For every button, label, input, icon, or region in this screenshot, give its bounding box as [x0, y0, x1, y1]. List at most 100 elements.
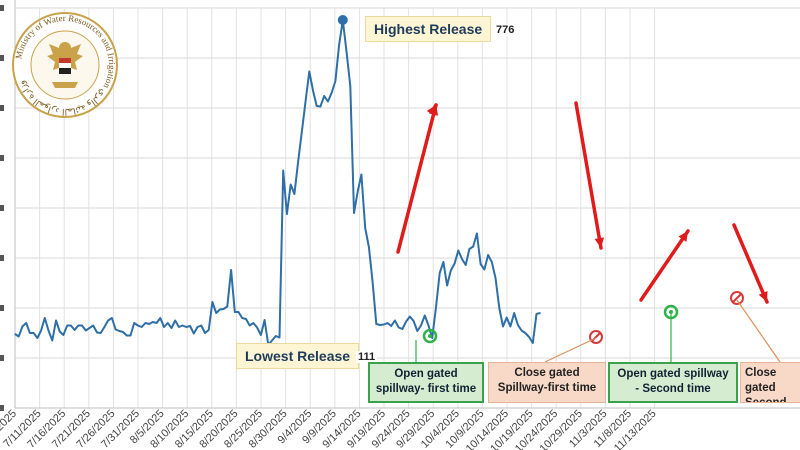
trend-arrow-icon	[732, 223, 769, 304]
data-point	[256, 326, 258, 329]
y-tick-mark	[0, 405, 4, 411]
data-point	[509, 325, 511, 328]
data-point	[487, 254, 489, 256]
data-point	[148, 323, 150, 325]
data-point	[44, 317, 46, 319]
data-point	[442, 261, 444, 263]
data-point	[513, 312, 515, 314]
y-tick-mark	[0, 205, 4, 211]
data-point	[517, 324, 519, 326]
data-point	[70, 324, 72, 327]
data-point	[312, 89, 314, 92]
data-point	[18, 335, 20, 338]
data-point	[498, 307, 500, 309]
y-tick-mark	[0, 255, 4, 261]
release-line	[14, 19, 541, 346]
data-point	[535, 313, 538, 315]
y-tick-marks	[0, 5, 4, 411]
trend-arrow-icon	[396, 103, 439, 254]
data-point	[405, 320, 407, 323]
data-point	[200, 324, 202, 327]
data-point	[137, 324, 139, 327]
data-point	[319, 105, 321, 108]
data-point	[156, 322, 158, 324]
data-point	[338, 44, 340, 46]
data-point	[424, 314, 426, 317]
data-point	[133, 322, 135, 324]
data-point	[435, 307, 437, 309]
data-point	[439, 272, 441, 274]
data-point	[394, 319, 396, 322]
data-point	[33, 332, 35, 334]
close-spillway-first-label: Close gated Spillway-first time	[488, 362, 606, 403]
annotation-layer	[263, 15, 781, 363]
data-point	[345, 50, 348, 53]
data-point	[55, 319, 57, 322]
callout-connector	[544, 337, 597, 363]
data-point	[14, 333, 16, 335]
y-tick-mark	[0, 355, 4, 361]
data-point	[532, 342, 534, 344]
data-point	[36, 337, 39, 339]
data-point	[372, 281, 374, 283]
data-point	[144, 322, 146, 324]
y-tick-mark	[0, 155, 4, 161]
trend-arrow-icon	[426, 103, 438, 116]
data-point	[85, 329, 87, 332]
data-point	[301, 131, 303, 133]
data-point	[245, 318, 247, 320]
data-point	[219, 308, 221, 311]
x-tick-labels: 7/6/20257/11/20257/16/20257/21/20257/26/…	[0, 408, 659, 450]
data-point	[491, 261, 493, 263]
data-point	[74, 329, 76, 331]
data-point	[234, 311, 236, 313]
data-point	[185, 326, 187, 328]
data-point	[454, 262, 456, 265]
data-point	[297, 161, 299, 163]
close-spillway-marker-icon	[730, 291, 744, 305]
data-point	[178, 326, 180, 328]
highest-release-value: 776	[494, 24, 517, 36]
data-point	[59, 330, 61, 333]
data-point	[323, 95, 325, 97]
eagle-emblem-icon	[47, 42, 83, 88]
close-spillway-second-label: Close gated Second	[740, 362, 800, 403]
data-point	[386, 322, 389, 324]
data-point	[506, 316, 508, 319]
data-point	[427, 324, 430, 327]
trend-arrow-icon	[639, 229, 690, 302]
data-point	[21, 325, 23, 328]
data-point	[252, 322, 254, 324]
data-point	[521, 329, 523, 332]
data-point	[208, 329, 210, 331]
data-point	[81, 324, 83, 327]
highest-release-marker	[337, 15, 348, 25]
data-point	[159, 317, 161, 319]
data-point	[170, 327, 173, 329]
data-point	[476, 232, 478, 235]
data-point	[275, 335, 277, 337]
data-point	[51, 339, 53, 342]
data-point	[528, 336, 530, 338]
data-point	[465, 264, 467, 266]
data-point	[226, 305, 228, 308]
lowest-release-value: 111	[356, 351, 378, 363]
data-point	[413, 320, 415, 322]
data-point	[416, 330, 418, 332]
close-spillway-marker-icon	[589, 330, 603, 344]
data-point	[483, 268, 485, 271]
data-point	[286, 213, 288, 215]
data-point	[100, 332, 102, 334]
data-point	[446, 284, 448, 287]
data-point	[401, 328, 403, 330]
data-point	[278, 336, 281, 339]
data-point	[293, 193, 295, 195]
data-point	[29, 332, 31, 334]
data-point	[364, 227, 366, 229]
data-point	[77, 324, 79, 327]
data-point	[353, 212, 355, 214]
data-point	[375, 323, 377, 325]
data-point	[141, 326, 143, 328]
series-layer	[14, 19, 541, 346]
open-spillway-first-label: Open gated spillway- first time	[368, 362, 484, 403]
